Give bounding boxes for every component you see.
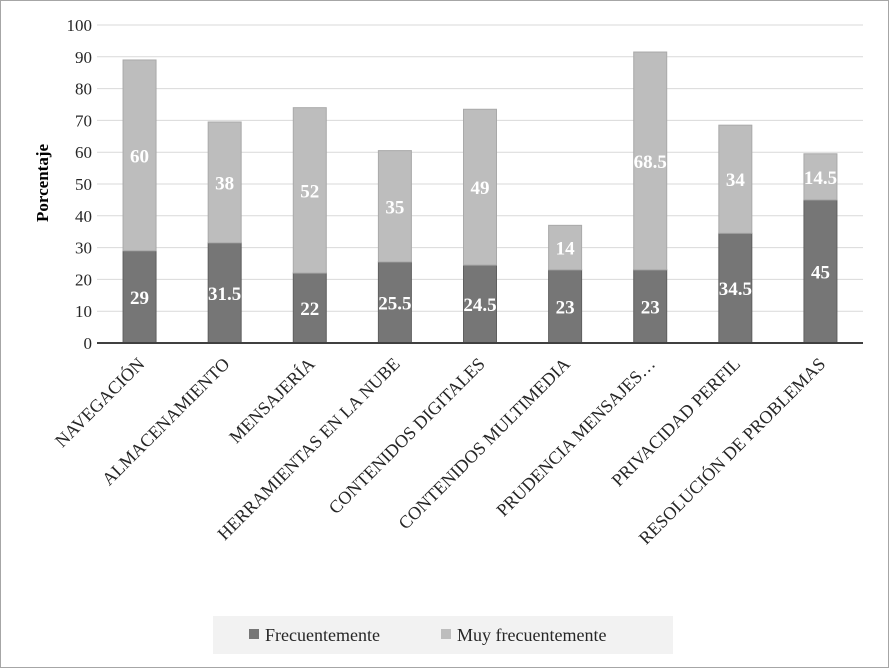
x-category-label: PRUDENCIA MENSAJES…	[492, 354, 659, 521]
bar-muy-frecuentemente-almacenamiento	[207, 121, 242, 244]
y-tick-label: 100	[67, 16, 93, 35]
bar-muy-frecuentemente-contenidos-multimedia	[548, 224, 583, 271]
data-label-frecuentemente: 25.5	[378, 293, 411, 314]
data-label-frecuentemente: 23	[556, 297, 575, 318]
y-tick-label: 40	[75, 207, 92, 226]
bar-muy-frecuentemente-prudencia-mensajes	[633, 51, 668, 271]
data-label-muy-frecuentemente: 68.5	[634, 152, 667, 173]
x-category-label: MENSAJERÍA	[225, 353, 319, 447]
data-label-muy-frecuentemente: 38	[215, 173, 234, 194]
data-label-frecuentemente: 31.5	[208, 284, 241, 305]
legend: Frecuentemente Muy frecuentemente	[213, 616, 673, 654]
x-category-label: RESOLUCIÓN DE PROBLEMAS	[634, 353, 829, 548]
data-label-frecuentemente: 24.5	[463, 295, 496, 316]
bar-muy-frecuentemente-navegacion	[122, 59, 157, 252]
bar-frecuentemente-contenidos-digitales	[463, 264, 497, 344]
y-tick-label: 10	[75, 302, 92, 321]
x-category-label: CONTENIDOS DIGITALES	[325, 354, 489, 518]
bar-muy-frecuentemente-mensajeria	[292, 107, 327, 274]
data-label-frecuentemente: 23	[641, 297, 660, 318]
y-tick-label: 30	[75, 239, 92, 258]
data-label-muy-frecuentemente: 34	[726, 170, 746, 191]
data-label-muy-frecuentemente: 35	[385, 197, 404, 218]
data-labels: 29 60 31.5 38 22 52 25.5 35 24.5 49 23 14 23 68.5 34.5…	[130, 146, 837, 320]
y-tick-label: 0	[84, 334, 93, 353]
y-tick-label: 20	[75, 270, 92, 289]
data-label-frecuentemente: 45	[811, 262, 830, 283]
data-label-muy-frecuentemente: 52	[300, 181, 319, 202]
bar-frecuentemente-herramientas-en-la-nube	[377, 261, 412, 344]
data-label-frecuentemente: 34.5	[719, 279, 752, 300]
bar-frecuentemente-prudencia-mensajes	[633, 269, 668, 344]
data-label-muy-frecuentemente: 14.5	[804, 168, 837, 189]
data-label-frecuentemente: 22	[300, 299, 319, 320]
bar-muy-frecuentemente-privacidad-perfil	[718, 124, 753, 234]
x-category-label: HERRAMIENTAS EN LA NUBE	[213, 354, 403, 544]
x-axis-categories: NAVEGACIÓNALMACENAMIENTOMENSAJERÍAHERRAM…	[50, 353, 829, 548]
x-category-label: NAVEGACIÓN	[50, 353, 148, 451]
bar-muy-frecuentemente-resolucion-de-problemas	[803, 153, 838, 201]
y-tick-label: 70	[75, 111, 92, 130]
bar-frecuentemente-mensajeria	[292, 272, 327, 344]
data-label-frecuentemente: 29	[130, 288, 149, 309]
legend-swatch-frecuentemente	[249, 629, 259, 639]
data-label-muy-frecuentemente: 60	[130, 146, 149, 167]
data-label-muy-frecuentemente: 14	[556, 239, 576, 260]
x-category-label: CONTENIDOS MULTIMEDIA	[394, 354, 573, 533]
legend-label-frecuentemente: Frecuentemente	[265, 625, 380, 645]
y-tick-label: 50	[75, 175, 92, 194]
legend-swatch-muy-frecuentemente	[441, 629, 451, 639]
y-tick-label: 80	[75, 80, 92, 99]
y-axis-ticks: 0 10 20 30 40 50 60 70 80 90 100	[67, 16, 93, 353]
bar-muy-frecuentemente-contenidos-digitales	[463, 108, 497, 266]
y-tick-label: 90	[75, 48, 92, 67]
bar-muy-frecuentemente-herramientas-en-la-nube	[377, 150, 412, 263]
y-tick-label: 60	[75, 143, 92, 162]
y-axis-title: Porcentaje	[33, 144, 52, 222]
legend-label-muy-frecuentemente: Muy frecuentemente	[457, 625, 606, 645]
data-label-muy-frecuentemente: 49	[471, 178, 490, 199]
